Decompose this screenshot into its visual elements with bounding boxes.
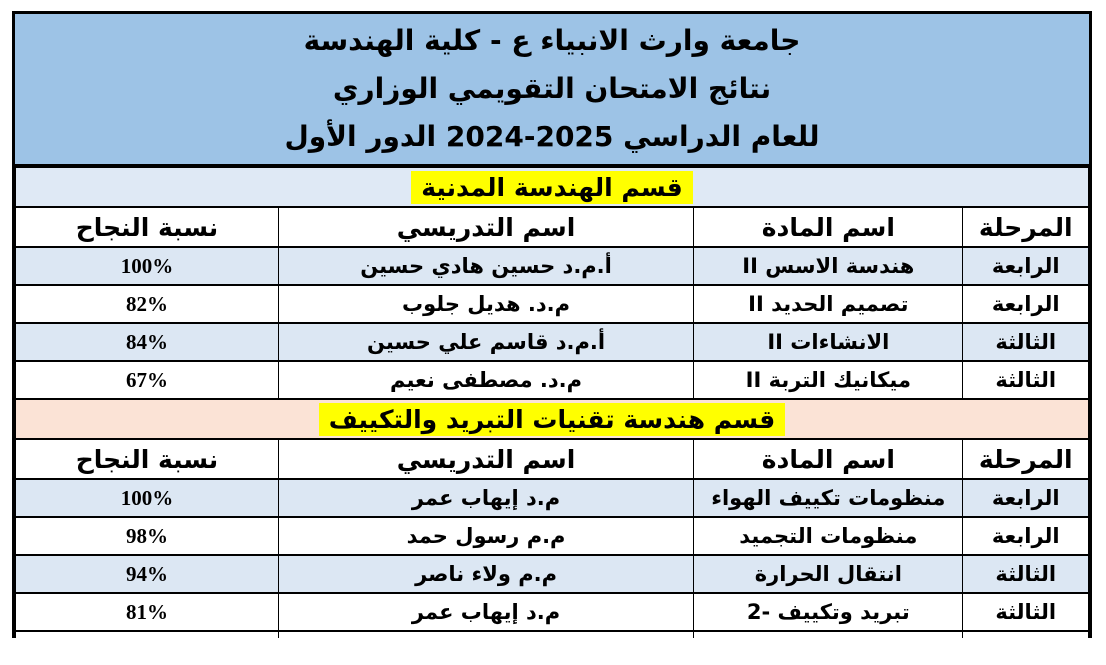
cutoff-row: [15, 630, 1089, 638]
col-header-subject: اسم المادة: [693, 206, 964, 248]
stage-cell: الثالثة: [962, 360, 1089, 400]
pass-rate-cell: 100%: [15, 246, 279, 286]
table-row: الرابعة هندسة الاسس II أ.م.د حسين هادي ح…: [15, 246, 1089, 286]
section-header-hvac: قسم هندسة تقنيات التبريد والتكييف: [15, 398, 1089, 440]
table-row: الثالثة انتقال الحرارة م.م ولاء ناصر 94%: [15, 554, 1089, 594]
instructor-cell: م.د. هديل جلوب: [277, 284, 695, 324]
col-header-instructor: اسم التدريسي: [277, 206, 695, 248]
instructor-cell: م.د إيهاب عمر: [277, 592, 695, 632]
column-header-row: المرحلة اسم المادة اسم التدريسي نسبة الن…: [15, 438, 1089, 480]
column-header-row: المرحلة اسم المادة اسم التدريسي نسبة الن…: [15, 206, 1089, 248]
instructor-cell: م.د. مصطفى نعيم: [277, 360, 695, 400]
subject-cell: الانشاءات II: [693, 322, 964, 362]
col-header-stage: المرحلة: [962, 206, 1089, 248]
instructor-cell: م.م رسول حمد: [277, 516, 695, 556]
title-line-university: جامعة وارث الانبياء ع - كلية الهندسة: [303, 24, 801, 57]
subject-cell: منظومات تكييف الهواء: [693, 478, 964, 518]
pass-rate-cell: 67%: [15, 360, 279, 400]
table-row: الثالثة ميكانيك التربة II م.د. مصطفى نعي…: [15, 360, 1089, 400]
table-row: الرابعة منظومات تكييف الهواء م.د إيهاب ع…: [15, 478, 1089, 518]
table-row: الرابعة تصميم الحديد II م.د. هديل جلوب 8…: [15, 284, 1089, 324]
subject-cell: تصميم الحديد II: [693, 284, 964, 324]
col-header-subject: اسم المادة: [693, 438, 964, 480]
instructor-cell: أ.م.د قاسم علي حسين: [277, 322, 695, 362]
stage-cell: الرابعة: [962, 516, 1089, 556]
table-row: الثالثة الانشاءات II أ.م.د قاسم علي حسين…: [15, 322, 1089, 362]
table-row: الرابعة منظومات التجميد م.م رسول حمد 98%: [15, 516, 1089, 556]
col-header-pass-rate: نسبة النجاح: [15, 206, 279, 248]
subject-cell: ميكانيك التربة II: [693, 360, 964, 400]
pass-rate-cell: 100%: [15, 478, 279, 518]
pass-rate-cell: 98%: [15, 516, 279, 556]
subject-cell: هندسة الاسس II: [693, 246, 964, 286]
col-header-stage: المرحلة: [962, 438, 1089, 480]
section-title-hvac: قسم هندسة تقنيات التبريد والتكييف: [318, 402, 786, 436]
table-row: الثالثة تبريد وتكييف -2 م.د إيهاب عمر 81…: [15, 592, 1089, 632]
section-header-civil: قسم الهندسة المدنية: [15, 166, 1089, 208]
results-table: قسم الهندسة المدنية المرحلة اسم المادة ا…: [15, 166, 1089, 638]
col-header-instructor: اسم التدريسي: [277, 438, 695, 480]
stage-cell: الثالثة: [962, 592, 1089, 632]
stage-cell: الرابعة: [962, 478, 1089, 518]
pass-rate-cell: 94%: [15, 554, 279, 594]
section-title-civil: قسم الهندسة المدنية: [411, 170, 693, 204]
stage-cell: الثالثة: [962, 554, 1089, 594]
pass-rate-cell: 81%: [15, 592, 279, 632]
document-title-block: جامعة وارث الانبياء ع - كلية الهندسة نتا…: [15, 14, 1089, 166]
subject-cell: تبريد وتكييف -2: [693, 592, 964, 632]
stage-cell: الرابعة: [962, 246, 1089, 286]
pass-rate-cell: 84%: [15, 322, 279, 362]
title-line-year: للعام الدراسي 2025-2024 الدور الأول: [284, 120, 820, 153]
col-header-pass-rate: نسبة النجاح: [15, 438, 279, 480]
stage-cell: الثالثة: [962, 322, 1089, 362]
instructor-cell: م.د إيهاب عمر: [277, 478, 695, 518]
subject-cell: منظومات التجميد: [693, 516, 964, 556]
stage-cell: الرابعة: [962, 284, 1089, 324]
subject-cell: انتقال الحرارة: [693, 554, 964, 594]
instructor-cell: أ.م.د حسين هادي حسين: [277, 246, 695, 286]
title-line-exam: نتائج الامتحان التقويمي الوزاري: [332, 72, 772, 105]
instructor-cell: م.م ولاء ناصر: [277, 554, 695, 594]
results-document: جامعة وارث الانبياء ع - كلية الهندسة نتا…: [12, 11, 1092, 638]
pass-rate-cell: 82%: [15, 284, 279, 324]
